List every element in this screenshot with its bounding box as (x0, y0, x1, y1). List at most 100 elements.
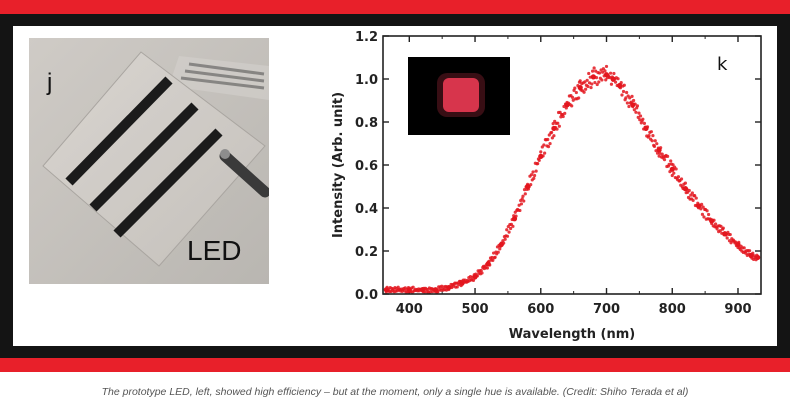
data-point (715, 227, 719, 231)
x-tick-label: 700 (593, 302, 620, 317)
data-point (609, 82, 614, 86)
data-point (539, 150, 543, 154)
data-point (498, 247, 502, 251)
data-point (676, 175, 681, 179)
data-point (517, 203, 521, 207)
data-point (479, 268, 483, 273)
figure-caption: The prototype LED, left, showed high eff… (101, 386, 689, 398)
data-point (564, 106, 568, 110)
x-tick-label: 900 (724, 302, 751, 317)
data-point (725, 236, 729, 240)
led-photo: j LED (29, 38, 269, 284)
data-point (636, 115, 640, 120)
y-axis-label: Intensity (Arb. unit) (331, 92, 346, 238)
data-point (728, 232, 732, 237)
data-point (475, 274, 479, 278)
data-point (631, 98, 636, 103)
data-point (501, 239, 505, 243)
data-point (570, 104, 574, 108)
y-tick-label: 1.0 (355, 73, 378, 88)
inset-glow (443, 78, 479, 112)
data-point (593, 80, 597, 85)
x-tick-label: 400 (396, 302, 423, 317)
data-point (594, 69, 598, 73)
data-point (551, 122, 555, 126)
data-point (671, 163, 675, 167)
data-point (511, 224, 515, 228)
data-point (447, 287, 451, 292)
data-point (518, 208, 522, 213)
y-tick-label: 1.2 (355, 30, 378, 45)
data-point (491, 258, 495, 262)
data-point (645, 125, 650, 129)
data-point (555, 127, 559, 131)
data-point (655, 151, 660, 155)
data-point (660, 152, 664, 156)
data-point (630, 94, 634, 98)
data-point (613, 80, 618, 84)
y-tick-label: 0.0 (355, 288, 378, 303)
data-point (496, 250, 500, 254)
x-axis-label: Wavelength (nm) (509, 327, 635, 342)
x-tick-labels: 400 500 600 700 800 900 (396, 302, 752, 317)
data-point (577, 96, 581, 100)
data-point (520, 197, 524, 201)
data-point (679, 177, 684, 181)
data-point (683, 181, 687, 185)
data-point (529, 173, 534, 177)
data-point (653, 139, 657, 143)
data-point (532, 176, 536, 180)
data-point (550, 130, 554, 135)
led-label: LED (187, 235, 241, 266)
data-point (562, 104, 566, 109)
data-point (455, 285, 459, 289)
data-point (719, 224, 723, 228)
data-point (488, 263, 492, 267)
data-point (548, 141, 552, 146)
data-point (423, 290, 427, 294)
data-point (522, 199, 526, 203)
data-point (742, 246, 746, 250)
data-point (633, 102, 637, 106)
data-point (519, 202, 524, 206)
data-point (574, 90, 578, 95)
data-point (522, 188, 527, 192)
data-point (650, 139, 654, 143)
data-point (570, 95, 575, 99)
data-point (652, 144, 657, 148)
data-point (557, 124, 561, 128)
data-point (674, 167, 678, 171)
plot-frame (382, 35, 762, 295)
data-point (541, 154, 545, 158)
data-point (514, 214, 518, 218)
x-tick-label: 500 (461, 302, 488, 317)
data-point (619, 81, 623, 85)
data-point (578, 79, 582, 83)
y-tick-label: 0.2 (355, 245, 378, 260)
data-point (603, 69, 607, 73)
data-point (503, 237, 507, 241)
data-point (490, 255, 494, 260)
data-point (747, 249, 752, 253)
data-point (691, 198, 695, 203)
data-point (597, 71, 602, 75)
data-point (712, 218, 716, 222)
data-point (588, 75, 592, 79)
y-tick-label: 0.8 (355, 116, 378, 131)
y-tick-label: 0.4 (355, 202, 378, 217)
data-point (755, 253, 759, 257)
data-point (592, 66, 596, 70)
data-point (505, 228, 509, 232)
electrode-stripe (65, 76, 173, 186)
data-point (585, 78, 589, 82)
data-point (659, 146, 663, 150)
data-point (638, 114, 643, 118)
data-point (471, 278, 476, 283)
data-point (531, 170, 535, 174)
data-point (642, 121, 647, 125)
data-point (651, 134, 655, 138)
data-point (590, 82, 594, 86)
data-point (718, 229, 722, 233)
data-point (556, 121, 560, 125)
data-point (576, 84, 580, 88)
